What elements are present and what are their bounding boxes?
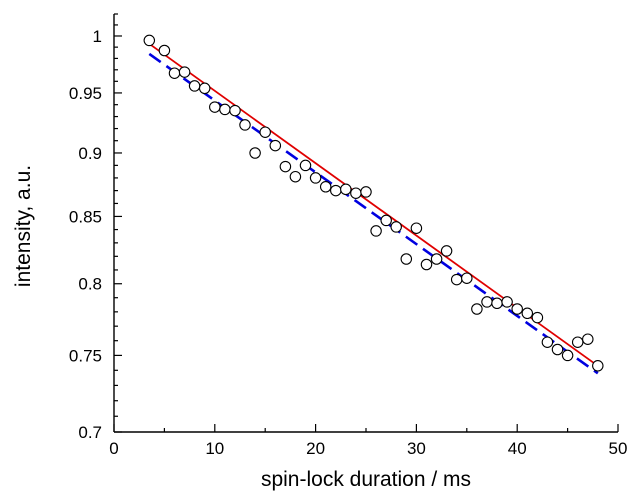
data-point — [531, 311, 544, 324]
data-point — [269, 139, 282, 152]
data-point — [330, 184, 342, 197]
x-tick-label: 50 — [609, 439, 628, 458]
y-tick-label: 0.7 — [78, 423, 102, 442]
axes: 0 10 20 30 40 50 0.7 0.75 0.8 0.85 0.9 0.95 1 — [69, 13, 628, 458]
x-tick-label: 0 — [109, 439, 118, 458]
data-point — [511, 303, 523, 315]
data-point — [440, 245, 453, 257]
data-point — [259, 126, 271, 138]
data-point — [360, 186, 372, 198]
data-point — [450, 273, 463, 286]
y-tick-label: 1 — [93, 27, 102, 46]
data-point — [143, 34, 156, 47]
data-point — [289, 170, 302, 183]
data-point — [430, 253, 443, 265]
data-point — [168, 67, 181, 79]
y-tick-label: 0.9 — [78, 144, 102, 163]
data-point — [188, 80, 201, 92]
data-point — [209, 101, 221, 113]
x-tick-label: 20 — [306, 439, 325, 458]
data-point — [380, 214, 392, 227]
fit-lines — [148, 43, 599, 375]
data-point — [299, 159, 312, 172]
data-point — [239, 119, 251, 131]
x-tick-label: 40 — [508, 439, 527, 458]
data-point — [319, 181, 332, 193]
data-point — [370, 225, 382, 237]
data-points — [143, 34, 604, 372]
y-tick-label: 0.85 — [69, 207, 102, 226]
data-point — [592, 360, 604, 372]
data-point — [410, 222, 423, 234]
y-axis-title: intensity, a.u. — [12, 165, 35, 287]
data-point — [491, 297, 503, 310]
data-point — [481, 296, 493, 308]
x-tick-label: 30 — [407, 439, 426, 458]
data-point — [350, 187, 362, 199]
data-point — [229, 104, 241, 117]
x-axis-title: spin-lock duration / ms — [261, 468, 471, 491]
data-point — [420, 258, 433, 271]
data-point — [400, 253, 413, 265]
data-point — [178, 66, 191, 78]
data-point — [551, 343, 564, 356]
data-point — [561, 349, 574, 362]
data-point — [582, 333, 594, 345]
data-point — [249, 147, 261, 159]
data-point — [501, 296, 513, 308]
data-point — [471, 303, 483, 315]
data-point — [219, 103, 231, 116]
y-tick-label: 0.95 — [69, 84, 102, 103]
data-point — [390, 221, 402, 233]
data-point — [279, 160, 292, 173]
y-tick-label: 0.75 — [69, 346, 102, 365]
data-point — [340, 183, 352, 196]
data-point — [521, 307, 534, 320]
data-point — [571, 336, 584, 348]
data-point — [541, 336, 554, 348]
data-point — [461, 272, 473, 284]
y-tick-label: 0.8 — [78, 275, 102, 294]
x-tick-label: 10 — [205, 439, 224, 458]
data-point — [158, 44, 171, 57]
data-point — [309, 172, 322, 184]
data-point — [198, 82, 211, 95]
